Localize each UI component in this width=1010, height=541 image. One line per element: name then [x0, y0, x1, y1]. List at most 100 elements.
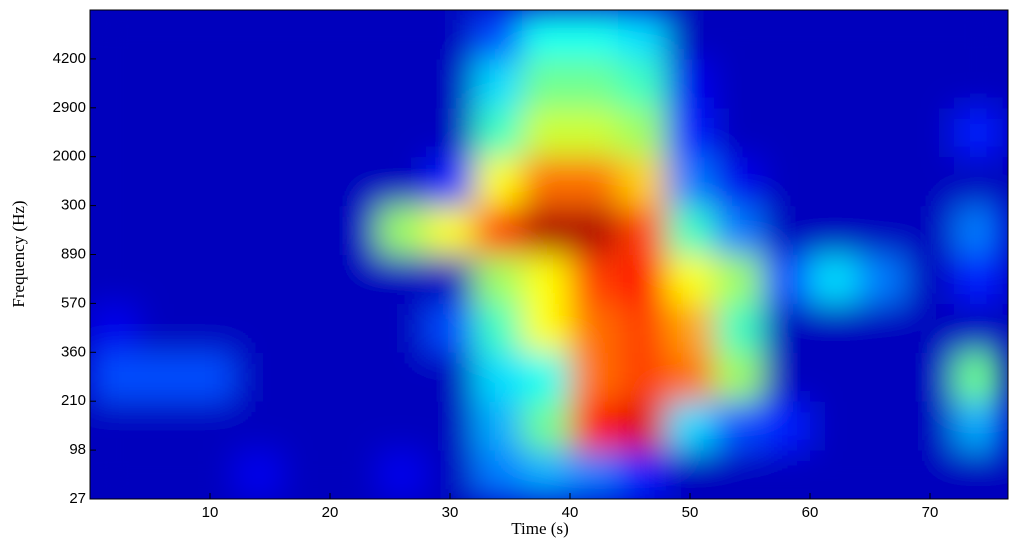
heatmap-cell	[330, 450, 379, 499]
heatmap-cell	[906, 352, 955, 402]
heatmap-cell	[186, 10, 235, 60]
heatmap-cell	[378, 450, 427, 499]
heatmap-cell	[954, 401, 1003, 451]
plot-frame	[89, 9, 1009, 500]
heatmap-cell	[138, 156, 187, 207]
heatmap-cell	[714, 303, 763, 353]
heatmap-cell	[138, 450, 187, 499]
heatmap-cell	[426, 254, 475, 304]
heatmap-cell	[618, 10, 667, 60]
heatmap-cell	[426, 10, 475, 60]
heatmap-cell	[474, 303, 523, 353]
heatmap-cell	[474, 10, 523, 60]
x-tick-label: 30	[442, 504, 459, 521]
heatmap-cell	[378, 254, 427, 304]
heatmap-cell	[858, 205, 907, 255]
heatmap-cell	[762, 303, 811, 353]
heatmap-cell	[234, 107, 283, 158]
heatmap-cell	[858, 401, 907, 451]
heatmap-cell	[570, 205, 619, 255]
y-tick-label: 210	[61, 392, 86, 409]
heatmap-cell	[666, 352, 715, 402]
heatmap-cell	[234, 352, 283, 402]
heatmap-cell	[90, 450, 139, 499]
heatmap-cell	[90, 205, 139, 255]
heatmap-cell	[954, 352, 1003, 402]
heatmap-cell	[138, 205, 187, 255]
heatmap-cell	[282, 254, 331, 304]
heatmap-cell	[810, 352, 859, 402]
heatmap-cell	[522, 205, 571, 255]
heatmap-cell	[858, 303, 907, 353]
heatmap-cell	[666, 303, 715, 353]
heatmap-cell	[282, 156, 331, 207]
heatmap-cell	[426, 303, 475, 353]
y-tick-label: 570	[61, 294, 86, 311]
heatmap-cell	[810, 450, 859, 499]
heatmap-cell	[666, 10, 715, 60]
heatmap-cell	[474, 254, 523, 304]
heatmap-cell	[906, 156, 955, 207]
y-tick-label: 27	[69, 490, 86, 507]
heatmap-cell	[762, 450, 811, 499]
heatmap-cell	[666, 254, 715, 304]
heatmap-cell	[282, 303, 331, 353]
heatmap-cell	[954, 205, 1003, 255]
heatmap-cell	[474, 156, 523, 207]
heatmap-cell	[234, 254, 283, 304]
heatmap-cell	[474, 401, 523, 451]
heatmap-cell	[282, 401, 331, 451]
heatmap-cell	[186, 156, 235, 207]
heatmap-cell	[234, 58, 283, 109]
heatmap-cell	[762, 156, 811, 207]
heatmap-cell	[570, 303, 619, 353]
heatmap-cell	[522, 352, 571, 402]
heatmap-cell	[762, 10, 811, 60]
heatmap-cell	[138, 107, 187, 158]
heatmap-cell	[474, 205, 523, 255]
heatmap-cell	[282, 450, 331, 499]
x-tick-label: 40	[562, 504, 579, 521]
heatmap-cell	[810, 401, 859, 451]
heatmap-cell	[378, 205, 427, 255]
heatmap-cell	[714, 205, 763, 255]
heatmap-cell	[666, 156, 715, 207]
heatmap-cell	[186, 58, 235, 109]
heatmap-cell	[522, 450, 571, 499]
heatmap-cell	[522, 254, 571, 304]
heatmap-cell	[90, 156, 139, 207]
heatmap-cell	[618, 58, 667, 109]
heatmap-cell	[618, 107, 667, 158]
heatmap-cell	[810, 205, 859, 255]
heatmap-cell	[90, 401, 139, 451]
heatmap-cell	[378, 303, 427, 353]
heatmap-cell	[666, 401, 715, 451]
heatmap-cell	[954, 10, 1003, 60]
heatmap-cell	[858, 156, 907, 207]
heatmap-cell	[954, 450, 1003, 499]
heatmap-cell	[906, 205, 955, 255]
heatmap-cell	[714, 450, 763, 499]
heatmap-cell	[810, 254, 859, 304]
heatmap-cell	[282, 205, 331, 255]
heatmap-cell	[618, 352, 667, 402]
heatmap-cell	[186, 450, 235, 499]
heatmap-cell	[426, 107, 475, 158]
y-tick-label: 360	[61, 343, 86, 360]
heatmap-cell	[858, 450, 907, 499]
heatmap-cell	[234, 156, 283, 207]
heatmap-cell	[906, 10, 955, 60]
heatmap-cell	[426, 156, 475, 207]
heatmap-cell	[906, 303, 955, 353]
heatmap-cell	[186, 107, 235, 158]
y-tick-label: 2000	[53, 148, 86, 165]
heatmap-cell	[330, 303, 379, 353]
heatmap-cell	[522, 58, 571, 109]
heatmap-cell	[618, 401, 667, 451]
x-tick-label: 20	[322, 504, 339, 521]
heatmap-cell	[90, 254, 139, 304]
heatmap-cell	[282, 58, 331, 109]
heatmap-cell	[714, 10, 763, 60]
heatmap-cell	[90, 107, 139, 158]
